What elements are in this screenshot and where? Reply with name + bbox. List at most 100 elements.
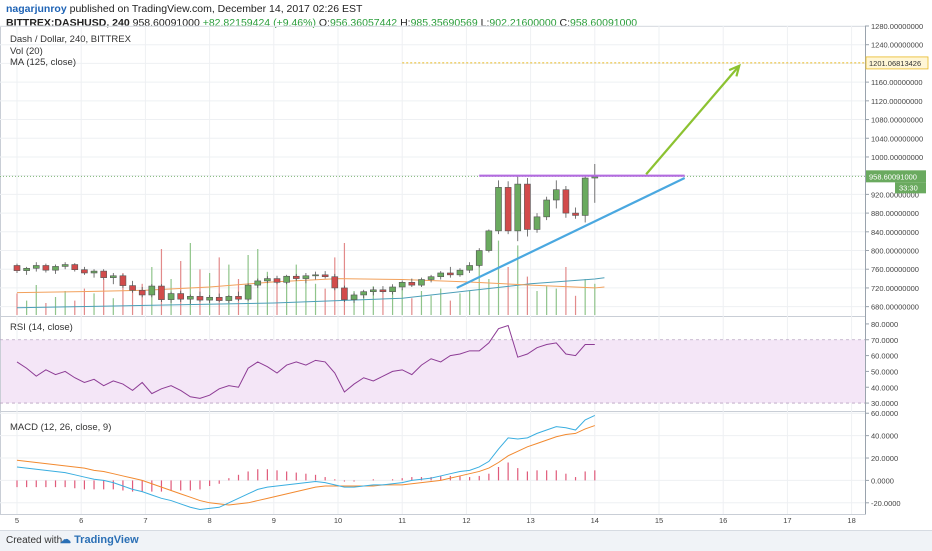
volume-bar [324, 288, 326, 315]
author-link[interactable]: nagarjunroy [6, 3, 67, 15]
volume-bar [469, 291, 471, 315]
price-tick-label: 800.00000000 [871, 247, 919, 256]
candle-up [61, 264, 69, 267]
volume-bar [526, 276, 528, 315]
projection-arrow-head [728, 63, 741, 77]
x-tick-label: 5 [15, 516, 19, 525]
candle-down [562, 189, 570, 214]
candle-down [177, 293, 185, 300]
price-tick-label: 720.00000000 [871, 284, 919, 293]
last-price-tag [866, 170, 926, 183]
candle-up [418, 279, 425, 286]
x-tick-label: 7 [143, 516, 147, 525]
candle-up [302, 275, 310, 279]
candle-down [196, 296, 204, 301]
candle-down [331, 276, 339, 289]
rsi-tick-label: 50.0000 [871, 367, 898, 376]
candle-up [148, 285, 156, 296]
volume-bar [353, 291, 355, 315]
rsi-legend[interactable]: RSI (14, close) [10, 322, 73, 333]
candle-down [447, 272, 454, 276]
candle-up [90, 270, 98, 274]
candle-up [398, 282, 406, 288]
volume-bar [131, 291, 134, 315]
candle-up [514, 183, 522, 232]
price-tick-label: 840.00000000 [871, 228, 919, 237]
volume-bar [574, 295, 577, 315]
candle-up [312, 274, 319, 277]
low-label: L: [480, 17, 490, 29]
volume-bar [209, 273, 211, 315]
candle-up [225, 296, 233, 301]
candle-up [533, 216, 541, 230]
volume-bar [35, 285, 37, 315]
x-tick-label: 14 [591, 516, 599, 525]
x-tick-label: 16 [719, 516, 727, 525]
candle-down [100, 270, 107, 278]
volume-bar [565, 267, 567, 315]
volume-ma-line [16, 277, 605, 309]
candle-up [167, 293, 175, 300]
macd-tick-label: 60.0000 [871, 409, 898, 418]
volume-bar [295, 264, 297, 315]
volume-bar [488, 279, 490, 315]
candle-up [187, 296, 194, 300]
volume-bar [363, 295, 365, 315]
tradingview-logo[interactable]: ☁ TradingView [60, 533, 139, 546]
price-tick-label: 680.00000000 [871, 303, 919, 312]
macd-legend[interactable]: MACD (12, 26, close, 9) [10, 422, 112, 433]
target-label: 1201.06813426 [869, 59, 921, 68]
tradingview-cloud-icon: ☁ [60, 534, 71, 546]
candle-up [254, 280, 262, 286]
volume-bar [64, 291, 66, 315]
created-with-text: Created with [6, 535, 63, 546]
volume-bar [122, 273, 124, 315]
volume-bar [112, 298, 114, 315]
candle-up [456, 269, 464, 276]
volume-bar [449, 300, 451, 315]
candle-up [437, 272, 445, 278]
candle-up [427, 276, 435, 280]
price-tick-label: 1120.00000000 [871, 97, 923, 106]
macd-tick-label: 20.0000 [871, 454, 898, 463]
volume-bar [497, 240, 500, 315]
volume-bar [401, 288, 403, 315]
candle-down [119, 275, 127, 286]
candle-up [52, 266, 59, 271]
price-tick-label: 920.00000000 [871, 190, 919, 199]
x-tick-label: 12 [462, 516, 470, 525]
ma-legend[interactable]: MA (125, close) [10, 57, 76, 68]
volume-bar [305, 279, 307, 315]
x-tick-label: 17 [783, 516, 791, 525]
timer-tag [895, 182, 926, 194]
x-tick-label: 11 [398, 516, 406, 525]
volume-bar [276, 281, 278, 315]
price-tick-label: 1280.00000000 [871, 22, 923, 31]
candle-up [110, 275, 117, 278]
macd-tick-label: 0.0000 [871, 476, 894, 485]
candle-up [23, 267, 30, 271]
volume-bar [160, 249, 163, 315]
volume-bar [517, 245, 519, 315]
volume-bar [411, 298, 413, 315]
volume-bar [594, 283, 596, 315]
volume-legend[interactable]: Vol (20) [10, 46, 43, 57]
volume-bar [189, 243, 191, 315]
candle-down [71, 264, 79, 270]
candle-up [206, 296, 213, 301]
candle-up [244, 284, 252, 300]
price-tick-label: 760.00000000 [871, 265, 919, 274]
candle-up [581, 177, 589, 216]
volume-bar [382, 293, 384, 315]
signal-line [16, 425, 595, 506]
volume-bar [507, 267, 509, 315]
tradingview-brand: TradingView [74, 534, 139, 546]
rsi-tick-label: 70.0000 [871, 336, 898, 345]
x-tick-label: 9 [272, 516, 276, 525]
candle-up [552, 189, 560, 201]
x-tick-label: 13 [526, 516, 534, 525]
price-tick-label: 1080.00000000 [871, 116, 923, 125]
price-tick-label: 880.00000000 [871, 209, 919, 218]
x-tick-label: 10 [334, 516, 342, 525]
